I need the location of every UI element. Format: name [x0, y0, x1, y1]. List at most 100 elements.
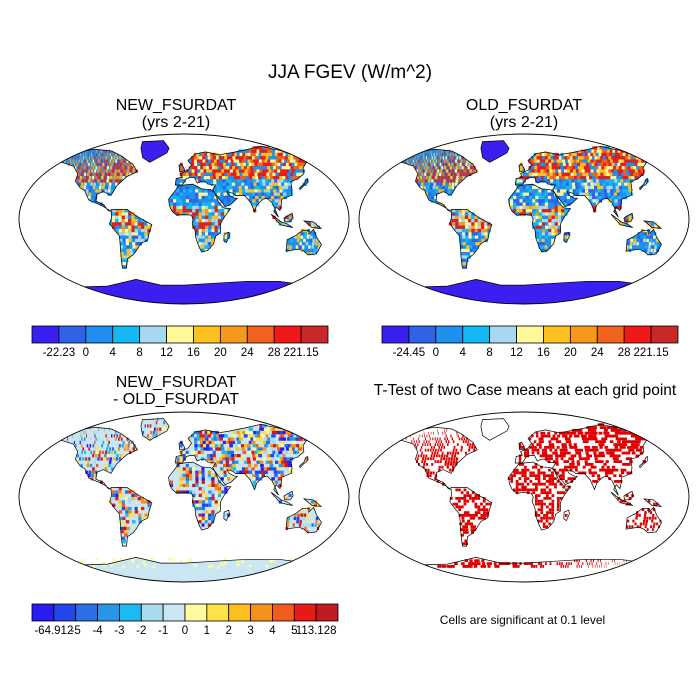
grid-cell — [217, 215, 222, 219]
grid-cell — [474, 559, 478, 563]
grid-cell — [451, 162, 453, 167]
grid-cell — [521, 482, 524, 486]
grid-cell — [460, 252, 465, 256]
grid-cell — [626, 471, 630, 475]
grid-cell — [442, 185, 445, 190]
grid-cell — [205, 232, 209, 236]
grid-cell — [87, 172, 90, 176]
map-panel-ttest — [358, 411, 690, 583]
coastline-newGuinea — [642, 498, 663, 507]
grid-cell — [623, 559, 625, 563]
grid-cell — [225, 440, 230, 445]
grid-cell — [212, 152, 216, 157]
grid-cell — [132, 245, 136, 249]
grid-cell — [626, 242, 630, 246]
grid-cell — [243, 454, 247, 458]
colorbar-swatch — [184, 603, 208, 622]
grid-cell — [217, 222, 222, 226]
grid-cell — [455, 448, 458, 452]
grid-cell — [134, 510, 139, 514]
grid-cell — [288, 219, 292, 223]
grid-cell — [625, 152, 631, 157]
grid-cell — [135, 242, 139, 246]
grid-cell — [484, 232, 488, 236]
grid-cell — [296, 242, 299, 246]
grid-cell — [626, 245, 629, 249]
grid-cell — [218, 447, 222, 451]
grid-cell — [95, 463, 99, 468]
grid-cell — [259, 182, 264, 186]
grid-cell — [287, 444, 292, 448]
grid-cell — [303, 235, 307, 239]
grid-cell — [430, 172, 433, 176]
grid-cell — [578, 169, 583, 173]
grid-cell — [87, 159, 89, 163]
grid-cell — [434, 156, 436, 160]
grid-cell — [88, 447, 91, 451]
grid-cell — [194, 159, 198, 163]
grid-cell — [418, 159, 420, 163]
grid-cell — [271, 182, 276, 186]
grid-cell — [560, 565, 562, 568]
grid-cell — [216, 156, 220, 160]
grid-cell — [202, 159, 206, 163]
grid-cell — [115, 212, 119, 216]
grid-cell — [654, 516, 657, 520]
grid-cell — [468, 448, 471, 452]
grid-cell — [567, 172, 571, 176]
grid-cell — [618, 205, 622, 210]
grid-cell — [258, 176, 262, 180]
grid-cell — [449, 149, 450, 153]
grid-cell — [577, 451, 581, 455]
grid-cell — [213, 463, 217, 468]
grid-cell — [114, 172, 117, 176]
grid-cell — [532, 474, 535, 478]
grid-cell — [478, 238, 482, 243]
grid-cell — [610, 471, 614, 475]
grid-cell — [592, 429, 597, 432]
grid-cell — [125, 506, 129, 511]
grid-cell — [652, 525, 655, 529]
grid-cell — [204, 520, 208, 524]
grid-cell — [422, 457, 424, 461]
grid-cell — [257, 189, 262, 193]
grid-cell — [262, 457, 266, 461]
grid-cell — [484, 225, 488, 229]
grid-cell — [91, 473, 94, 478]
grid-cell — [425, 152, 427, 157]
grid-cell — [569, 169, 574, 173]
grid-cell — [434, 192, 438, 196]
grid-cell — [227, 437, 232, 441]
colorbar-swatch — [166, 325, 194, 344]
grid-cell — [253, 159, 258, 163]
grid-cell — [209, 169, 213, 173]
grid-cell — [140, 497, 145, 501]
grid-cell — [217, 480, 221, 484]
grid-cell — [594, 446, 598, 449]
grid-cell — [543, 169, 547, 173]
grid-cell — [545, 209, 549, 213]
grid-cell — [567, 169, 571, 173]
grid-cell — [78, 166, 80, 170]
grid-cell — [201, 516, 205, 521]
grid-cell — [275, 172, 280, 176]
grid-cell — [513, 202, 517, 206]
grid-cell — [286, 242, 290, 246]
grid-cell — [131, 228, 135, 233]
grid-cell — [288, 463, 292, 468]
colorbar-swatch — [85, 325, 114, 344]
grid-cell — [185, 454, 189, 458]
grid-cell — [556, 156, 560, 160]
grid-cell — [652, 242, 655, 246]
grid-cell — [461, 215, 465, 219]
grid-cell — [547, 152, 551, 157]
grid-cell — [208, 516, 212, 521]
grid-cell — [211, 212, 215, 216]
grid-cell — [589, 176, 593, 180]
grid-cell — [195, 222, 199, 226]
grid-cell — [201, 235, 205, 239]
grid-cell — [188, 192, 193, 196]
grid-cell — [195, 477, 199, 481]
grid-cell — [230, 477, 234, 481]
grid-cell — [272, 159, 278, 163]
